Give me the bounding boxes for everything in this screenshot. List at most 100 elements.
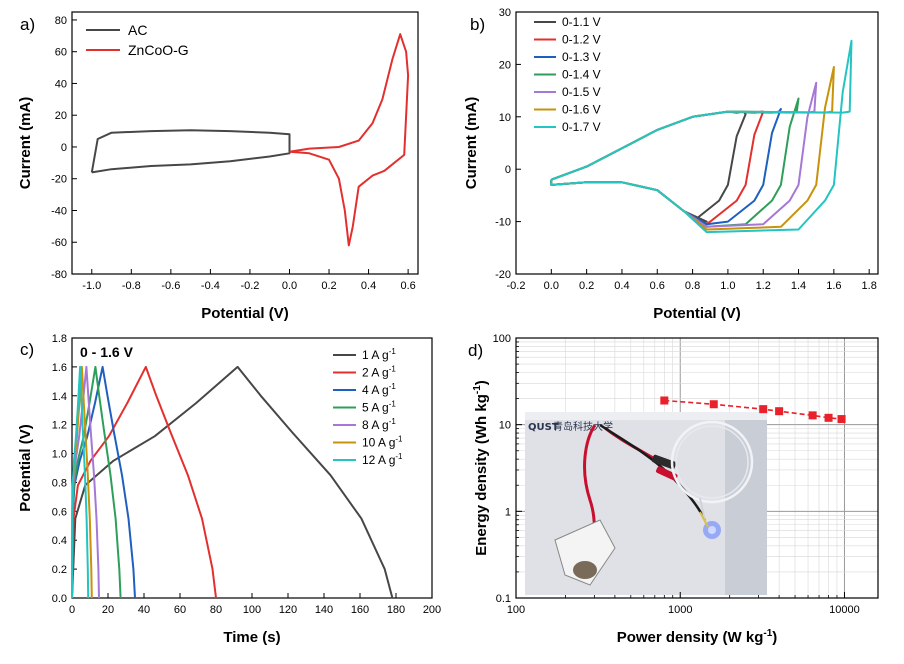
legend-label: 0-1.5 V [562, 85, 601, 99]
panel-a-ylabel: Current (mA) [17, 97, 34, 190]
y-tick-label: -80 [51, 269, 67, 281]
photo-logo: QUST [528, 422, 559, 433]
y-tick-label: -40 [51, 205, 67, 217]
panel-c-xlabel: Time (s) [223, 629, 280, 646]
x-tick-label: 20 [102, 604, 114, 616]
legend-label: ZnCoO-G [128, 42, 189, 58]
legend-label: 0-1.3 V [562, 50, 601, 64]
y-tick-label: 100 [493, 333, 511, 345]
x-tick-label: -0.8 [122, 280, 141, 292]
x-tick-label: 1.4 [791, 280, 806, 292]
legend-label: 0-1.1 V [562, 15, 601, 29]
series-line-1-A-g [71, 365, 394, 599]
series-line-0-1-7-V [550, 39, 853, 234]
x-tick-label: 0.0 [544, 280, 559, 292]
x-tick-label: 0.0 [282, 280, 297, 292]
y-tick-label: 10 [499, 112, 511, 124]
panel-b-frame [515, 11, 879, 275]
x-tick-label: 140 [315, 604, 333, 616]
legend-label: AC [128, 22, 147, 38]
panel-c-annotation: 0 - 1.6 V [80, 344, 134, 360]
x-tick-label: -0.4 [201, 280, 220, 292]
data-point [775, 407, 784, 416]
panel-a-xlabel: Potential (V) [201, 305, 289, 322]
x-tick-label: 1000 [668, 604, 692, 616]
x-tick-label: 1.8 [862, 280, 877, 292]
x-tick-label: 0.2 [321, 280, 336, 292]
x-tick-label: 120 [279, 604, 297, 616]
x-tick-label: 0.8 [685, 280, 700, 292]
inset-photo: QUST 青岛科技大学 [525, 412, 767, 595]
y-tick-label: 1.0 [52, 449, 67, 461]
y-tick-label: 1.6 [52, 362, 67, 374]
legend-label: 0-1.6 V [562, 103, 601, 117]
y-tick-label: 0.2 [52, 564, 67, 576]
y-tick-label: 0.1 [496, 593, 511, 605]
panel-b-label: b) [470, 15, 485, 34]
legend-label: 5 A g-1 [362, 400, 396, 415]
series-line-ac [90, 129, 291, 174]
y-tick-label: 1 [505, 506, 511, 518]
panel-b-xlabel: Potential (V) [653, 305, 741, 322]
y-tick-label: 30 [499, 7, 511, 19]
series-line-2-A-g [71, 365, 217, 599]
photo-caption: 青岛科技大学 [553, 420, 613, 433]
panel-d: d) QUST 青岛科技大学 [468, 333, 879, 646]
legend-label: 1 A g-1 [362, 347, 396, 362]
y-tick-label: -20 [51, 174, 67, 186]
x-tick-label: 0 [69, 604, 75, 616]
y-tick-label: -10 [495, 217, 511, 229]
y-tick-label: 1.2 [52, 420, 67, 432]
x-tick-label: 10000 [829, 604, 860, 616]
panel-a-frame [71, 11, 419, 275]
x-tick-label: 0.6 [400, 280, 415, 292]
legend-label: 8 A g-1 [362, 417, 396, 432]
y-tick-label: 20 [55, 110, 67, 122]
data-point [824, 413, 833, 422]
y-tick-label: 80 [55, 15, 67, 27]
legend-label: 0-1.4 V [562, 68, 601, 82]
x-tick-label: -1.0 [82, 280, 101, 292]
y-tick-label: 20 [499, 59, 511, 71]
legend-label: 0-1.2 V [562, 33, 601, 47]
panel-a-label: a) [20, 15, 35, 34]
x-tick-label: 1.6 [826, 280, 841, 292]
x-tick-label: 80 [210, 604, 222, 616]
panel-b-ylabel: Current (mA) [463, 97, 480, 190]
x-tick-label: 1.0 [720, 280, 735, 292]
y-tick-label: 0.6 [52, 506, 67, 518]
x-tick-label: 160 [351, 604, 369, 616]
y-tick-label: 60 [55, 47, 67, 59]
panel-c: c) 0 20 40 60 80 100 120 140 160 180 200 0.0 0.2 0.4… [17, 333, 441, 646]
x-tick-label: 0.4 [361, 280, 376, 292]
x-tick-label: 0.6 [650, 280, 665, 292]
y-tick-label: 1.4 [52, 391, 67, 403]
data-point [837, 415, 846, 424]
legend-label: 2 A g-1 [362, 365, 396, 380]
x-tick-label: 180 [387, 604, 405, 616]
y-tick-label: 0 [505, 164, 511, 176]
x-tick-label: 40 [138, 604, 150, 616]
y-tick-label: -20 [495, 269, 511, 281]
panel-d-ylabel: Energy density (Wh kg-1) [472, 380, 490, 556]
y-tick-label: 1.8 [52, 333, 67, 345]
panel-c-ylabel: Potential (V) [17, 424, 34, 512]
y-tick-label: 0.0 [52, 593, 67, 605]
data-point [709, 400, 718, 409]
y-tick-label: 0.4 [52, 535, 67, 547]
legend-label: 12 A g-1 [362, 452, 403, 467]
x-tick-label: 0.2 [579, 280, 594, 292]
data-point [660, 396, 669, 405]
data-point [808, 411, 817, 420]
x-tick-label: -0.2 [507, 280, 526, 292]
x-tick-label: 60 [174, 604, 186, 616]
panel-d-label: d) [468, 341, 483, 360]
x-tick-label: 1.2 [756, 280, 771, 292]
series-line-zncoo-g [289, 33, 410, 247]
x-tick-label: 200 [423, 604, 441, 616]
x-tick-label: -0.6 [161, 280, 180, 292]
y-tick-label: 0 [61, 142, 67, 154]
y-tick-label: 40 [55, 78, 67, 90]
panel-d-xlabel: Power density (W kg-1) [617, 628, 778, 646]
